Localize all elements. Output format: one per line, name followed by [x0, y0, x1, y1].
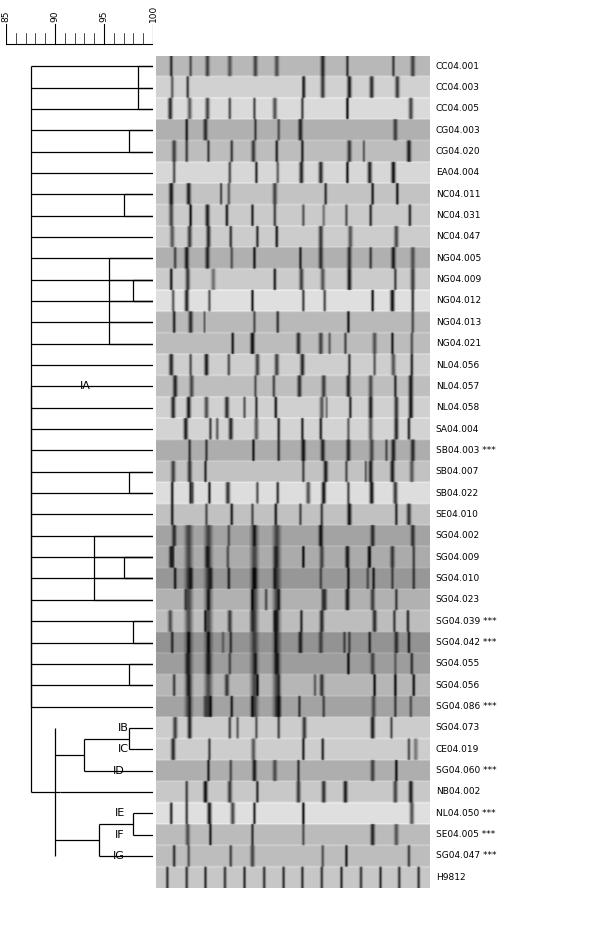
Text: NG04.013: NG04.013 — [436, 318, 481, 327]
Text: NG04.021: NG04.021 — [436, 339, 481, 348]
Text: SG04.039 ***: SG04.039 *** — [436, 617, 496, 625]
Text: CC04.001: CC04.001 — [436, 62, 480, 70]
Text: IF: IF — [115, 830, 124, 840]
Text: CE04.019: CE04.019 — [436, 745, 479, 754]
Text: NC04.031: NC04.031 — [436, 211, 481, 220]
Text: IC: IC — [118, 745, 129, 754]
Text: IG: IG — [113, 851, 125, 861]
Text: NG04.012: NG04.012 — [436, 297, 481, 305]
Text: SG04.056: SG04.056 — [436, 681, 480, 690]
Text: 100: 100 — [149, 5, 157, 22]
Text: SE04.010: SE04.010 — [436, 510, 479, 519]
Text: NB04.002: NB04.002 — [436, 787, 480, 796]
Text: NC04.011: NC04.011 — [436, 190, 481, 199]
Text: SG04.010: SG04.010 — [436, 574, 480, 583]
Text: ID: ID — [113, 766, 125, 775]
Text: 95: 95 — [100, 10, 109, 22]
Text: NC04.047: NC04.047 — [436, 232, 480, 241]
Text: IE: IE — [115, 808, 125, 819]
Text: IA: IA — [79, 381, 91, 391]
Text: SG04.009: SG04.009 — [436, 552, 480, 561]
Text: CG04.020: CG04.020 — [436, 147, 481, 156]
Text: SB04.003 ***: SB04.003 *** — [436, 446, 496, 455]
Text: SG04.042 ***: SG04.042 *** — [436, 638, 496, 647]
Text: SG04.060 ***: SG04.060 *** — [436, 766, 496, 775]
Text: SG04.047 ***: SG04.047 *** — [436, 852, 496, 860]
Text: SA04.004: SA04.004 — [436, 425, 479, 434]
Text: H9812: H9812 — [436, 873, 466, 882]
Text: CC04.005: CC04.005 — [436, 105, 480, 114]
Text: 90: 90 — [50, 10, 59, 22]
Text: EA04.004: EA04.004 — [436, 168, 479, 178]
Text: NL04.057: NL04.057 — [436, 382, 479, 391]
Text: CC04.003: CC04.003 — [436, 83, 480, 92]
Text: SB04.007: SB04.007 — [436, 467, 479, 476]
Text: CG04.003: CG04.003 — [436, 126, 481, 135]
Text: NL04.056: NL04.056 — [436, 361, 479, 369]
Text: SB04.022: SB04.022 — [436, 488, 479, 498]
Text: SG04.002: SG04.002 — [436, 531, 480, 540]
Text: SE04.005 ***: SE04.005 *** — [436, 830, 495, 839]
Text: NG04.005: NG04.005 — [436, 253, 481, 263]
Text: NL04.050 ***: NL04.050 *** — [436, 808, 496, 818]
Text: NG04.009: NG04.009 — [436, 275, 481, 284]
Text: SG04.055: SG04.055 — [436, 660, 480, 669]
Text: SG04.086 ***: SG04.086 *** — [436, 702, 496, 711]
Text: NL04.058: NL04.058 — [436, 403, 479, 413]
Text: IB: IB — [118, 723, 128, 733]
Text: 85: 85 — [1, 10, 11, 22]
Text: SG04.023: SG04.023 — [436, 596, 480, 604]
Text: SG04.073: SG04.073 — [436, 723, 480, 733]
